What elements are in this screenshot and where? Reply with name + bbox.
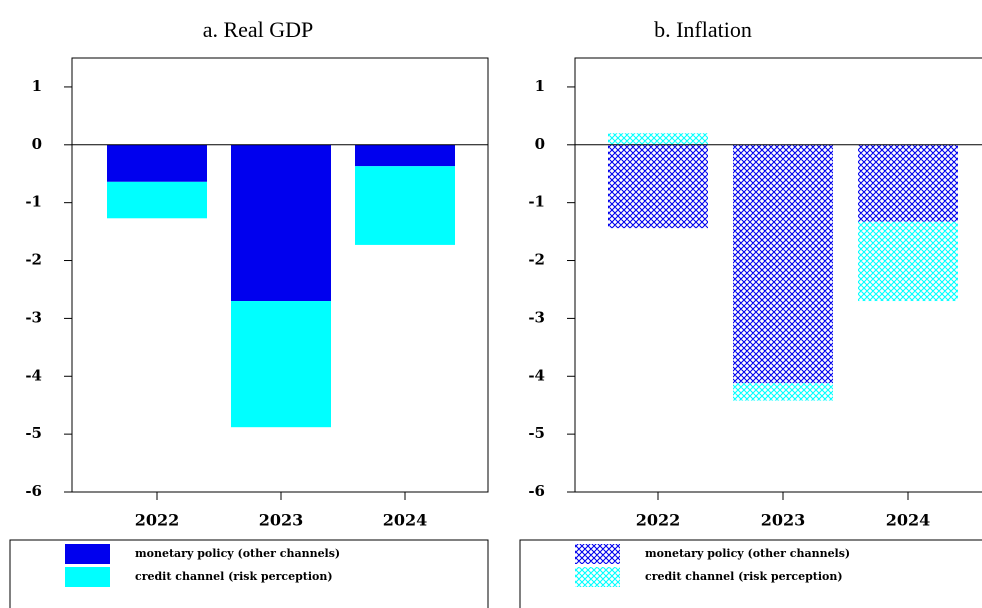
y-tick-label: -2	[528, 251, 545, 269]
y-tick-label: -1	[25, 193, 42, 211]
bar	[107, 144, 207, 182]
y-tick-label: 1	[32, 77, 42, 95]
legend-label: monetary policy (other channels)	[135, 547, 340, 560]
legend-swatch	[65, 544, 110, 564]
legend-swatch	[575, 544, 620, 564]
bar	[733, 144, 833, 384]
legend-swatch	[575, 567, 620, 587]
x-tick-label: 2023	[259, 511, 304, 530]
legend-label: credit channel (risk perception)	[645, 570, 843, 583]
legend-label: credit channel (risk perception)	[135, 570, 333, 583]
x-tick-label: 2023	[761, 511, 806, 530]
bar	[107, 181, 207, 219]
chart-title: b. Inflation	[654, 17, 752, 42]
legend-box	[519, 539, 982, 608]
plot-frame	[71, 57, 489, 493]
y-tick-label: 0	[535, 135, 545, 153]
y-tick-label: -4	[528, 366, 545, 384]
bar	[355, 144, 455, 167]
y-tick-label: -6	[528, 482, 545, 500]
bar	[355, 166, 455, 245]
x-tick-label: 2024	[886, 511, 931, 530]
bar	[858, 144, 958, 222]
y-tick-label: -5	[25, 424, 42, 442]
y-tick-label: 0	[32, 135, 42, 153]
bar	[858, 221, 958, 302]
x-tick-label: 2024	[383, 511, 428, 530]
y-tick-label: 1	[535, 77, 545, 95]
bar	[608, 133, 708, 145]
legend-box	[9, 539, 489, 608]
bar	[231, 144, 331, 302]
bar	[608, 144, 708, 229]
y-tick-label: -2	[25, 251, 42, 269]
y-tick-label: -1	[528, 193, 545, 211]
x-tick-label: 2022	[135, 511, 180, 530]
legend-label: monetary policy (other channels)	[645, 547, 850, 560]
x-tick-label: 2022	[636, 511, 681, 530]
chart-title: a. Real GDP	[203, 17, 314, 42]
y-tick-label: -3	[528, 308, 545, 326]
bar	[733, 383, 833, 401]
y-tick-label: -3	[25, 308, 42, 326]
legend-swatch	[65, 567, 110, 587]
bar	[231, 301, 331, 428]
y-tick-label: -4	[25, 366, 42, 384]
y-tick-label: -6	[25, 482, 42, 500]
y-tick-label: -5	[528, 424, 545, 442]
